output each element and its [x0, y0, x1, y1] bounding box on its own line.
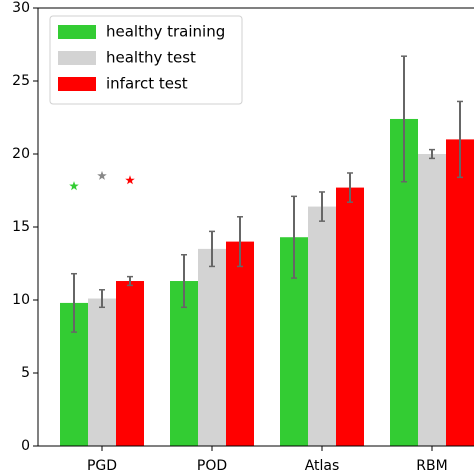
legend-swatch [58, 51, 96, 65]
legend-swatch [58, 25, 96, 39]
legend-label: healthy training [106, 23, 225, 41]
legend: healthy training healthy test infarct test [49, 15, 243, 105]
bar [446, 139, 474, 446]
y-tick-label: 10 [12, 292, 30, 308]
bar [88, 298, 116, 446]
bar [226, 241, 254, 446]
y-tick-label: 15 [12, 219, 30, 235]
y-tick-label: 30 [12, 0, 30, 16]
star-marker [125, 175, 135, 185]
star-marker [97, 170, 107, 180]
bar [336, 187, 364, 446]
star-marker [69, 181, 79, 191]
x-tick-label: PGD [87, 458, 117, 474]
x-tick-label: RBM [416, 458, 447, 474]
y-tick-label: 20 [12, 146, 30, 162]
legend-swatch [58, 77, 96, 91]
legend-label: healthy test [106, 49, 196, 67]
y-tick-label: 5 [21, 365, 30, 381]
x-tick-label: Atlas [305, 458, 340, 474]
legend-label: infarct test [106, 75, 188, 93]
bar [170, 281, 198, 446]
y-tick-label: 0 [21, 438, 30, 454]
y-tick-label: 25 [12, 73, 30, 89]
bar [116, 281, 144, 446]
bar [198, 248, 226, 446]
bar [418, 154, 446, 446]
bar [308, 206, 336, 446]
legend-box [49, 15, 243, 105]
x-tick-label: POD [197, 458, 227, 474]
